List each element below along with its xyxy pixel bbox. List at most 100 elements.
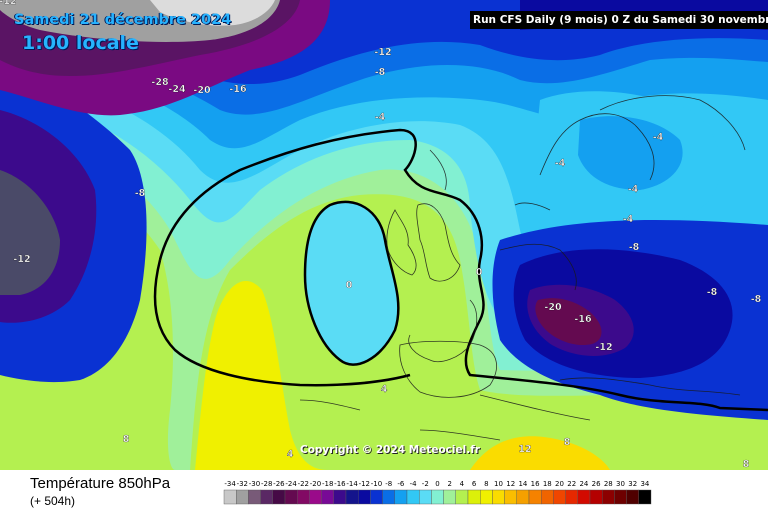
forecast-time: 1:00 locale	[22, 32, 139, 54]
coastlines	[299, 95, 746, 441]
contour-label: -8	[751, 294, 762, 305]
contour-label: 4	[381, 384, 388, 395]
contour-zero	[158, 128, 768, 412]
legend-swatch	[296, 489, 310, 505]
contour-label: -12	[0, 0, 17, 7]
legend-tick-label: 2	[447, 480, 451, 488]
legend-tick-label: -4	[410, 480, 418, 488]
legend-swatch	[431, 489, 444, 505]
legend-tick-label: 18	[543, 480, 552, 488]
legend-swatch	[565, 489, 579, 505]
contour-label: 8	[564, 437, 571, 448]
legend-tick-label: 8	[484, 480, 488, 488]
field-west-grey	[0, 170, 60, 295]
contour-label: 12	[518, 444, 531, 455]
legend-tick-label: 6	[472, 480, 477, 488]
legend-tick-label: 30	[616, 480, 625, 488]
legend-swatch	[492, 489, 505, 505]
legend-swatch	[235, 489, 249, 505]
legend-tick-label: 22	[567, 480, 576, 488]
contour-label: -24	[168, 84, 186, 95]
legend-tick-label: 32	[628, 480, 637, 488]
legend-swatch	[541, 489, 554, 505]
legend-swatch	[455, 489, 469, 505]
legend-swatch	[406, 489, 420, 505]
legend-tick-label: -6	[397, 480, 405, 488]
legend-tick-label: -34	[224, 480, 236, 488]
legend-tick-label: 24	[579, 480, 588, 488]
contour-label: -8	[375, 67, 386, 78]
legend-tick-label: 16	[531, 480, 540, 488]
field-atlantic-blob	[305, 201, 399, 365]
legend-swatch	[309, 489, 322, 505]
legend-tick-label: -12	[359, 480, 370, 488]
legend-swatch	[284, 489, 298, 505]
legend-tick-label: -16	[334, 480, 346, 488]
legend-swatch	[577, 489, 591, 505]
copyright: Copyright © 2024 Meteociel.fr	[300, 444, 480, 456]
contour-label: -20	[193, 85, 211, 96]
legend-swatch	[260, 489, 273, 505]
legend-tick-label: -32	[237, 480, 248, 488]
legend-swatch	[602, 489, 615, 505]
contour-label: -4	[375, 112, 386, 123]
legend-swatch	[333, 489, 347, 505]
legend-tick-label: -30	[249, 480, 260, 488]
legend-tick-label: 0	[435, 480, 439, 488]
legend-swatch	[626, 489, 640, 505]
legend-swatch	[467, 489, 481, 505]
forecast-date: Samedi 21 décembre 2024	[14, 12, 232, 28]
contour-label: -8	[629, 242, 640, 253]
color-legend: -34 -32 -30 -28 -26 -24 -22 -20 -18 -16 -14 -12 -10-…	[223, 480, 652, 505]
contour-label: -16	[574, 314, 592, 325]
legend-tick-label: 26	[592, 480, 601, 488]
legend-tick-label: -24	[285, 480, 297, 488]
contour-label: -4	[628, 184, 639, 195]
field-greenland-white	[150, 0, 275, 26]
contour-label: 0	[476, 267, 483, 278]
legend-swatch	[504, 489, 518, 505]
contour-label: -8	[135, 188, 146, 199]
run-info: Run CFS Daily (9 mois) 0 Z du Samedi 30 …	[470, 11, 768, 29]
legend-swatch	[516, 489, 530, 505]
field-yellow-sahara	[470, 436, 610, 470]
legend-tick-label: 12	[506, 480, 515, 488]
legend-swatch	[418, 489, 432, 505]
legend-tick-label: -18	[322, 480, 333, 488]
legend-tick-label: 20	[555, 480, 564, 488]
legend-swatch	[382, 489, 396, 505]
legend-swatch	[357, 489, 371, 505]
legend-swatch	[248, 489, 261, 505]
legend-swatch	[638, 489, 652, 505]
map-subtitle: (+ 504h)	[30, 494, 76, 508]
legend-swatch	[528, 489, 542, 505]
legend-tick-label: -8	[385, 480, 392, 488]
legend-swatch	[443, 489, 457, 505]
contour-label: -12	[595, 342, 612, 353]
legend-swatch	[553, 489, 566, 505]
legend-tick-label: 28	[604, 480, 613, 488]
contour-labels: -12 -12 -8 -28-24 -20 -16 -8 -12 -4 -4 -4 -4 -4 -8 -8 -…	[0, 0, 762, 470]
contour-label: 0	[346, 280, 353, 291]
field-alps-deep	[535, 298, 602, 346]
contour-zero-west	[153, 259, 411, 387]
legend-swatch	[480, 489, 493, 505]
legend-tick-label: 4	[460, 480, 465, 488]
legend-tick-label: -22	[298, 480, 309, 488]
legend-tick-label: -10	[371, 480, 382, 488]
legend-tick-label: -28	[261, 480, 272, 488]
legend-tick-label: 10	[494, 480, 503, 488]
contour-label: -16	[229, 84, 247, 95]
legend-swatch	[370, 489, 383, 505]
map-title: Température 850hPa	[30, 475, 171, 492]
legend-tick-label: 34	[640, 480, 649, 488]
contour-label: -28	[151, 77, 169, 88]
contour-label: 4	[287, 449, 294, 460]
field-scandinavia-inner	[578, 116, 683, 190]
legend-swatch	[614, 489, 627, 505]
legend-tick-label: 14	[518, 480, 527, 488]
legend-swatch	[272, 489, 286, 505]
contour-label: -4	[653, 132, 664, 143]
legend-tick-label: -26	[273, 480, 285, 488]
contour-label: -20	[544, 302, 562, 313]
